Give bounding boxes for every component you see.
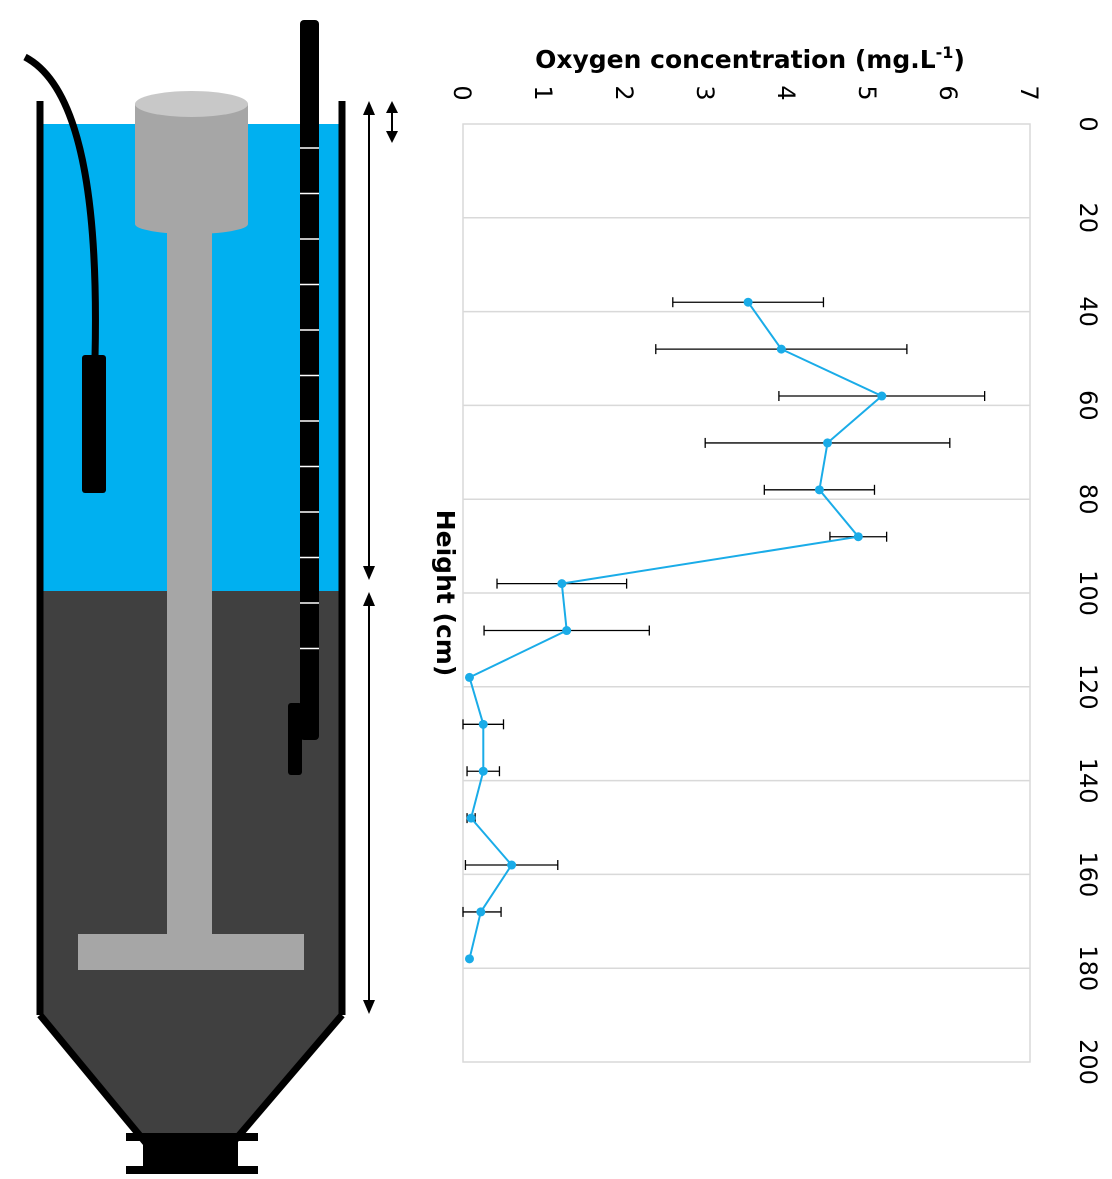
data-point: [853, 532, 863, 542]
motor-bottom: [135, 214, 248, 234]
x-axis-title: Height (cm): [431, 510, 460, 677]
stirrer: [78, 91, 304, 970]
oxygen-tick-label: 3: [691, 85, 719, 100]
height-tick-label: 120: [1074, 664, 1102, 710]
height-tick-label: 20: [1074, 203, 1102, 234]
height-tick-label: 80: [1074, 484, 1102, 515]
data-point: [776, 344, 786, 354]
oxygen-tick-label: 7: [1015, 85, 1043, 100]
oxygen-tick-label: 4: [772, 85, 800, 100]
oxygen-probe: [82, 355, 106, 493]
data-point: [507, 860, 517, 870]
oxygen-tick-label: 5: [853, 85, 881, 100]
data-point: [557, 579, 567, 589]
height-tick-label: 160: [1074, 851, 1102, 897]
error-bars: [462, 297, 986, 917]
data-point: [823, 438, 832, 448]
height-tick-label: 180: [1074, 945, 1102, 991]
height-tick-label: 100: [1074, 570, 1102, 616]
data-point: [476, 907, 486, 917]
data-point: [478, 766, 488, 776]
stirrer-shaft: [167, 226, 212, 936]
oxygen-profile-chart: 0 20 40 60 80 100 120 140 160 180 200 0 1 2 3 4 5 6 7 Hei…: [431, 43, 1102, 1085]
data-point: [478, 719, 488, 729]
grid-lines: [463, 217, 1030, 969]
height-tick-label: 200: [1074, 1039, 1102, 1085]
height-tick-labels: 0 20 40 60 80 100 120 140 160 180 200: [1074, 116, 1102, 1085]
data-point: [466, 813, 476, 823]
motor-top: [135, 91, 248, 117]
data-point: [814, 485, 824, 495]
oxygen-tick-label: 1: [529, 85, 557, 100]
stirrer-paddle: [78, 934, 304, 970]
height-tick-label: 60: [1074, 390, 1102, 421]
probe-cable: [23, 53, 99, 359]
height-tick-label: 140: [1074, 758, 1102, 804]
y-axis-title-main: Oxygen concentration (mg.L: [535, 45, 936, 74]
data-points: [464, 297, 887, 964]
oxygen-tick-labels: 0 1 2 3 4 5 6 7: [448, 85, 1043, 100]
y-axis-title: Oxygen concentration (mg.L-1): [535, 43, 965, 74]
data-point: [562, 626, 572, 636]
oxygen-tick-label: 0: [448, 85, 476, 100]
data-point: [464, 954, 474, 964]
dimension-arrows: [363, 101, 398, 1014]
data-point: [464, 672, 474, 682]
y-axis-title-sup: -1: [936, 43, 954, 62]
height-tick-label: 0: [1074, 116, 1102, 131]
outlet-valve: [126, 1133, 258, 1174]
sampling-tube: [288, 703, 302, 775]
motor-body: [135, 104, 248, 224]
measuring-rod: [288, 20, 319, 775]
data-point: [877, 391, 887, 401]
oxygen-tick-label: 6: [934, 85, 962, 100]
oxygen-tick-label: 2: [610, 85, 638, 100]
height-tick-label: 40: [1074, 296, 1102, 327]
reactor-illustration: [23, 20, 398, 1174]
y-axis-title-end: ): [953, 45, 964, 74]
data-point: [743, 297, 753, 307]
